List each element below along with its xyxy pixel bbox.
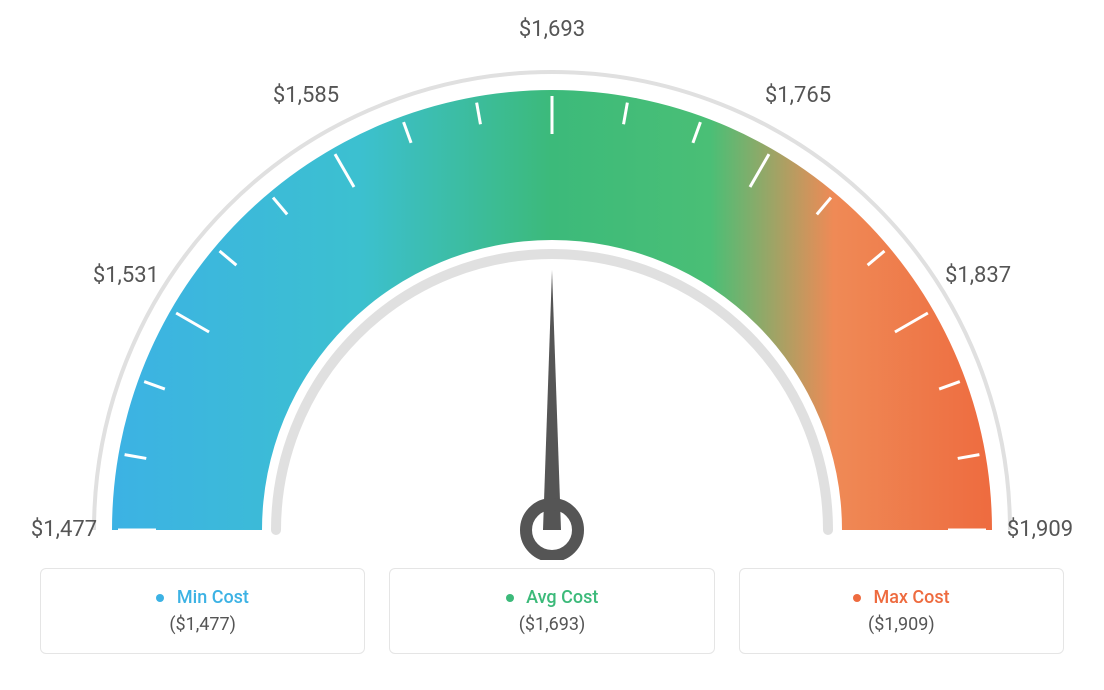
summary-cards: Min Cost ($1,477) Avg Cost ($1,693) Max … [0, 568, 1104, 654]
avg-cost-card: Avg Cost ($1,693) [389, 568, 714, 654]
svg-text:$1,585: $1,585 [273, 83, 339, 108]
svg-text:$1,531: $1,531 [93, 263, 159, 288]
min-cost-label-text: Min Cost [177, 587, 249, 608]
avg-cost-label: Avg Cost [410, 587, 693, 608]
dot-icon [506, 594, 514, 602]
avg-cost-label-text: Avg Cost [526, 587, 598, 608]
gauge-svg: $1,477 $1,531 $1,585 $1,693 $1,765 $1,837 $1,9… [0, 0, 1104, 560]
max-cost-label: Max Cost [760, 587, 1043, 608]
svg-text:$1,837: $1,837 [945, 263, 1011, 288]
max-cost-label-text: Max Cost [873, 587, 949, 608]
svg-text:$1,909: $1,909 [1007, 517, 1073, 542]
min-cost-value: ($1,477) [61, 614, 344, 635]
svg-text:$1,693: $1,693 [519, 17, 585, 42]
min-cost-label: Min Cost [61, 587, 344, 608]
avg-cost-value: ($1,693) [410, 614, 693, 635]
dot-icon [156, 594, 164, 602]
max-cost-card: Max Cost ($1,909) [739, 568, 1064, 654]
svg-text:$1,765: $1,765 [765, 83, 831, 108]
dot-icon [853, 594, 861, 602]
svg-text:$1,477: $1,477 [31, 517, 97, 542]
cost-gauge: $1,477 $1,531 $1,585 $1,693 $1,765 $1,837 $1,9… [0, 0, 1104, 560]
max-cost-value: ($1,909) [760, 614, 1043, 635]
min-cost-card: Min Cost ($1,477) [40, 568, 365, 654]
